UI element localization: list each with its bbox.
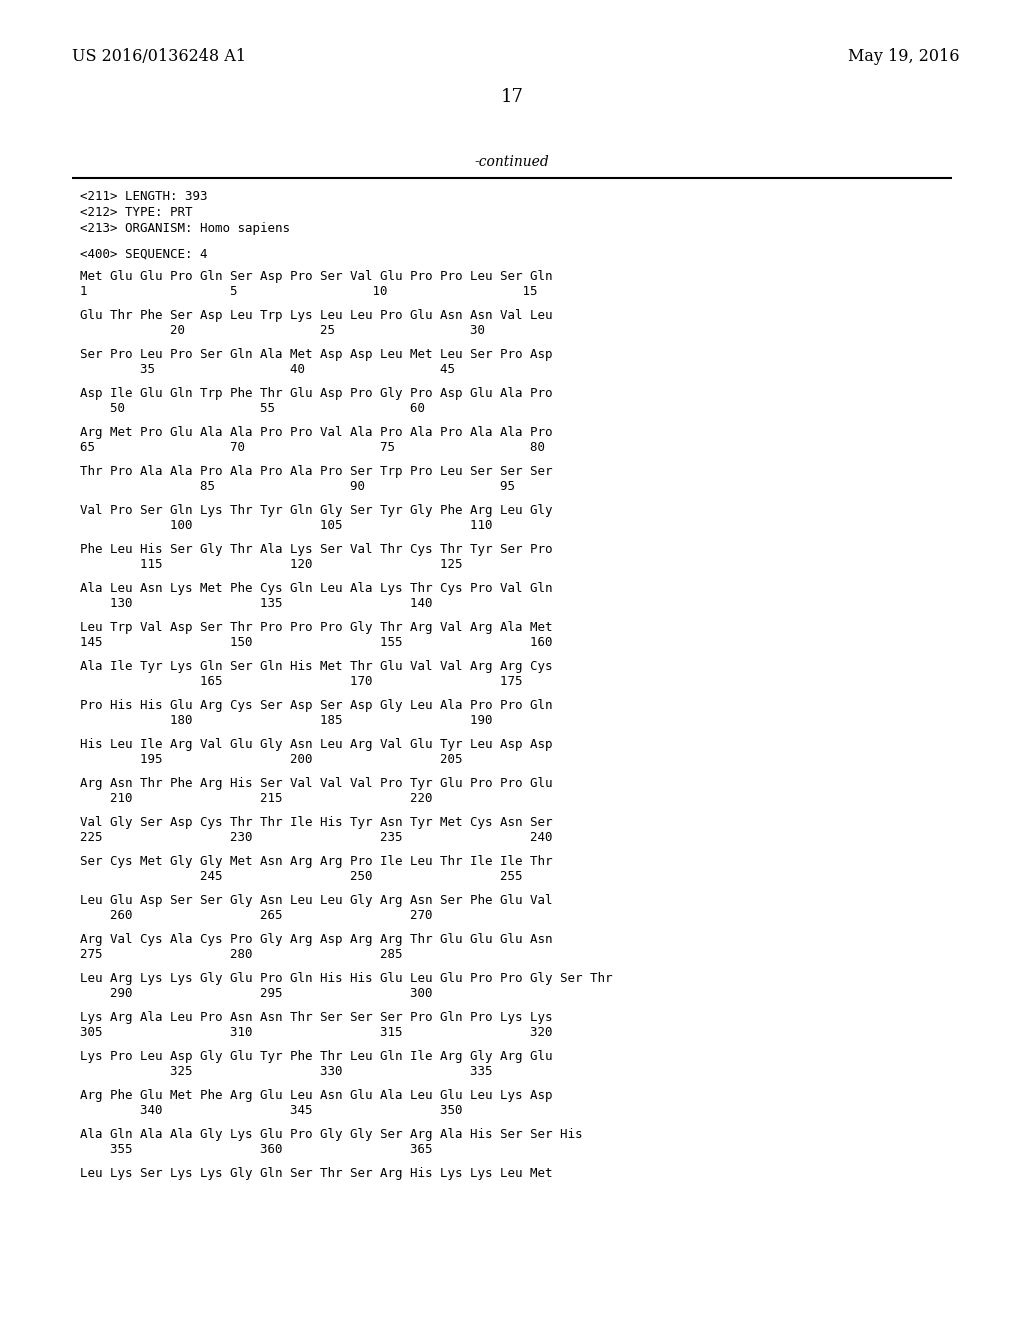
- Text: Leu Trp Val Asp Ser Thr Pro Pro Pro Gly Thr Arg Val Arg Ala Met: Leu Trp Val Asp Ser Thr Pro Pro Pro Gly …: [80, 620, 553, 634]
- Text: 100                 105                 110: 100 105 110: [80, 519, 493, 532]
- Text: Val Pro Ser Gln Lys Thr Tyr Gln Gly Ser Tyr Gly Phe Arg Leu Gly: Val Pro Ser Gln Lys Thr Tyr Gln Gly Ser …: [80, 504, 553, 517]
- Text: Met Glu Glu Pro Gln Ser Asp Pro Ser Val Glu Pro Pro Leu Ser Gln: Met Glu Glu Pro Gln Ser Asp Pro Ser Val …: [80, 271, 553, 282]
- Text: 17: 17: [501, 88, 523, 106]
- Text: 245                 250                 255: 245 250 255: [80, 870, 522, 883]
- Text: 35                  40                  45: 35 40 45: [80, 363, 455, 376]
- Text: 195                 200                 205: 195 200 205: [80, 752, 463, 766]
- Text: 85                  90                  95: 85 90 95: [80, 480, 515, 492]
- Text: <212> TYPE: PRT: <212> TYPE: PRT: [80, 206, 193, 219]
- Text: <213> ORGANISM: Homo sapiens: <213> ORGANISM: Homo sapiens: [80, 222, 290, 235]
- Text: 355                 360                 365: 355 360 365: [80, 1143, 432, 1156]
- Text: 20                  25                  30: 20 25 30: [80, 323, 485, 337]
- Text: <211> LENGTH: 393: <211> LENGTH: 393: [80, 190, 208, 203]
- Text: His Leu Ile Arg Val Glu Gly Asn Leu Arg Val Glu Tyr Leu Asp Asp: His Leu Ile Arg Val Glu Gly Asn Leu Arg …: [80, 738, 553, 751]
- Text: 130                 135                 140: 130 135 140: [80, 597, 432, 610]
- Text: Lys Arg Ala Leu Pro Asn Asn Thr Ser Ser Ser Pro Gln Pro Lys Lys: Lys Arg Ala Leu Pro Asn Asn Thr Ser Ser …: [80, 1011, 553, 1024]
- Text: 1                   5                  10                  15: 1 5 10 15: [80, 285, 538, 298]
- Text: 290                 295                 300: 290 295 300: [80, 987, 432, 1001]
- Text: Lys Pro Leu Asp Gly Glu Tyr Phe Thr Leu Gln Ile Arg Gly Arg Glu: Lys Pro Leu Asp Gly Glu Tyr Phe Thr Leu …: [80, 1049, 553, 1063]
- Text: US 2016/0136248 A1: US 2016/0136248 A1: [72, 48, 246, 65]
- Text: Arg Asn Thr Phe Arg His Ser Val Val Val Pro Tyr Glu Pro Pro Glu: Arg Asn Thr Phe Arg His Ser Val Val Val …: [80, 777, 553, 789]
- Text: 260                 265                 270: 260 265 270: [80, 909, 432, 921]
- Text: Arg Met Pro Glu Ala Ala Pro Pro Val Ala Pro Ala Pro Ala Ala Pro: Arg Met Pro Glu Ala Ala Pro Pro Val Ala …: [80, 426, 553, 440]
- Text: Val Gly Ser Asp Cys Thr Thr Ile His Tyr Asn Tyr Met Cys Asn Ser: Val Gly Ser Asp Cys Thr Thr Ile His Tyr …: [80, 816, 553, 829]
- Text: 180                 185                 190: 180 185 190: [80, 714, 493, 727]
- Text: 340                 345                 350: 340 345 350: [80, 1104, 463, 1117]
- Text: Ala Leu Asn Lys Met Phe Cys Gln Leu Ala Lys Thr Cys Pro Val Gln: Ala Leu Asn Lys Met Phe Cys Gln Leu Ala …: [80, 582, 553, 595]
- Text: May 19, 2016: May 19, 2016: [849, 48, 961, 65]
- Text: Thr Pro Ala Ala Pro Ala Pro Ala Pro Ser Trp Pro Leu Ser Ser Ser: Thr Pro Ala Ala Pro Ala Pro Ala Pro Ser …: [80, 465, 553, 478]
- Text: Leu Glu Asp Ser Ser Gly Asn Leu Leu Gly Arg Asn Ser Phe Glu Val: Leu Glu Asp Ser Ser Gly Asn Leu Leu Gly …: [80, 894, 553, 907]
- Text: Ala Ile Tyr Lys Gln Ser Gln His Met Thr Glu Val Val Arg Arg Cys: Ala Ile Tyr Lys Gln Ser Gln His Met Thr …: [80, 660, 553, 673]
- Text: Ser Pro Leu Pro Ser Gln Ala Met Asp Asp Leu Met Leu Ser Pro Asp: Ser Pro Leu Pro Ser Gln Ala Met Asp Asp …: [80, 348, 553, 360]
- Text: Asp Ile Glu Gln Trp Phe Thr Glu Asp Pro Gly Pro Asp Glu Ala Pro: Asp Ile Glu Gln Trp Phe Thr Glu Asp Pro …: [80, 387, 553, 400]
- Text: Leu Arg Lys Lys Gly Glu Pro Gln His His Glu Leu Glu Pro Pro Gly Ser Thr: Leu Arg Lys Lys Gly Glu Pro Gln His His …: [80, 972, 612, 985]
- Text: 115                 120                 125: 115 120 125: [80, 558, 463, 572]
- Text: Ser Cys Met Gly Gly Met Asn Arg Arg Pro Ile Leu Thr Ile Ile Thr: Ser Cys Met Gly Gly Met Asn Arg Arg Pro …: [80, 855, 553, 869]
- Text: 275                 280                 285: 275 280 285: [80, 948, 402, 961]
- Text: 210                 215                 220: 210 215 220: [80, 792, 432, 805]
- Text: Arg Val Cys Ala Cys Pro Gly Arg Asp Arg Arg Thr Glu Glu Glu Asn: Arg Val Cys Ala Cys Pro Gly Arg Asp Arg …: [80, 933, 553, 946]
- Text: Glu Thr Phe Ser Asp Leu Trp Lys Leu Leu Pro Glu Asn Asn Val Leu: Glu Thr Phe Ser Asp Leu Trp Lys Leu Leu …: [80, 309, 553, 322]
- Text: 50                  55                  60: 50 55 60: [80, 403, 425, 414]
- Text: Arg Phe Glu Met Phe Arg Glu Leu Asn Glu Ala Leu Glu Leu Lys Asp: Arg Phe Glu Met Phe Arg Glu Leu Asn Glu …: [80, 1089, 553, 1102]
- Text: 225                 230                 235                 240: 225 230 235 240: [80, 832, 553, 843]
- Text: Phe Leu His Ser Gly Thr Ala Lys Ser Val Thr Cys Thr Tyr Ser Pro: Phe Leu His Ser Gly Thr Ala Lys Ser Val …: [80, 543, 553, 556]
- Text: Pro His His Glu Arg Cys Ser Asp Ser Asp Gly Leu Ala Pro Pro Gln: Pro His His Glu Arg Cys Ser Asp Ser Asp …: [80, 700, 553, 711]
- Text: 325                 330                 335: 325 330 335: [80, 1065, 493, 1078]
- Text: 145                 150                 155                 160: 145 150 155 160: [80, 636, 553, 649]
- Text: Ala Gln Ala Ala Gly Lys Glu Pro Gly Gly Ser Arg Ala His Ser Ser His: Ala Gln Ala Ala Gly Lys Glu Pro Gly Gly …: [80, 1129, 583, 1140]
- Text: 305                 310                 315                 320: 305 310 315 320: [80, 1026, 553, 1039]
- Text: Leu Lys Ser Lys Lys Gly Gln Ser Thr Ser Arg His Lys Lys Leu Met: Leu Lys Ser Lys Lys Gly Gln Ser Thr Ser …: [80, 1167, 553, 1180]
- Text: 65                  70                  75                  80: 65 70 75 80: [80, 441, 545, 454]
- Text: <400> SEQUENCE: 4: <400> SEQUENCE: 4: [80, 248, 208, 261]
- Text: -continued: -continued: [475, 154, 549, 169]
- Text: 165                 170                 175: 165 170 175: [80, 675, 522, 688]
